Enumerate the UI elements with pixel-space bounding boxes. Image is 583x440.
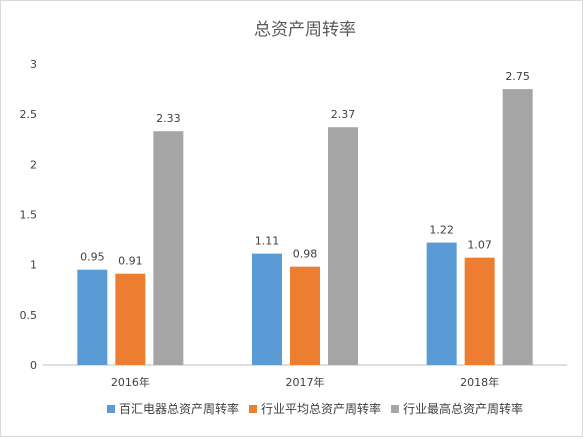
data-label: 1.07 [467, 239, 492, 252]
legend-item: 行业最高总资产周转率 [391, 401, 523, 416]
bar-3-2 [328, 127, 358, 366]
y-tick-label: 0.5 [20, 309, 38, 322]
x-tick-label: 2016年 [111, 375, 150, 389]
bar-1-1 [77, 269, 108, 365]
bar-1-3 [426, 242, 457, 365]
legend-swatch [248, 405, 257, 413]
data-label: 2.37 [331, 108, 356, 121]
data-label: 2.75 [505, 70, 530, 83]
y-tick-label: 3 [30, 58, 37, 71]
bar-3-3 [502, 89, 533, 365]
data-labels-group: 0.95 0.91 2.33 1.11 0.98 2.37 1.22 1.07 2.75 [80, 70, 530, 268]
bar-2-1 [115, 273, 146, 365]
legend-label: 行业最高总资产周转率 [403, 401, 523, 416]
legend: 百汇电器总资产周转率 行业平均总资产周转率 行业最高总资产周转率 [106, 401, 523, 416]
bar-3-1 [153, 131, 184, 365]
chart-title: 总资产周转率 [254, 20, 356, 40]
data-label: 1.22 [429, 224, 454, 237]
y-tick-label: 2.5 [20, 108, 38, 121]
bar-1-2 [252, 253, 282, 365]
data-label: 0.98 [293, 248, 318, 261]
bar-2-3 [464, 257, 495, 365]
bar-2-2 [290, 266, 320, 365]
legend-swatch [106, 405, 115, 413]
legend-label: 百汇电器总资产周转率 [119, 401, 239, 416]
data-label: 0.95 [80, 251, 105, 264]
x-tick-label: 2018年 [460, 375, 499, 389]
y-tick-label: 1 [30, 259, 37, 272]
bars-group [77, 89, 533, 366]
x-axis: 2016年 2017年 2018年 [111, 375, 499, 389]
data-label: 0.91 [118, 255, 143, 268]
y-tick-label: 0 [30, 359, 37, 372]
legend-label: 行业平均总资产周转率 [261, 401, 381, 416]
legend-item: 百汇电器总资产周转率 [106, 401, 239, 416]
data-label: 1.11 [255, 235, 280, 248]
legend-item: 行业平均总资产周转率 [248, 401, 381, 416]
x-tick-label: 2017年 [286, 375, 325, 389]
y-axis: 0 0.5 1 1.5 2 2.5 3 [20, 58, 38, 372]
y-tick-label: 2 [30, 158, 37, 171]
data-label: 2.33 [156, 112, 181, 125]
y-tick-label: 1.5 [20, 209, 38, 222]
legend-swatch [391, 405, 400, 413]
